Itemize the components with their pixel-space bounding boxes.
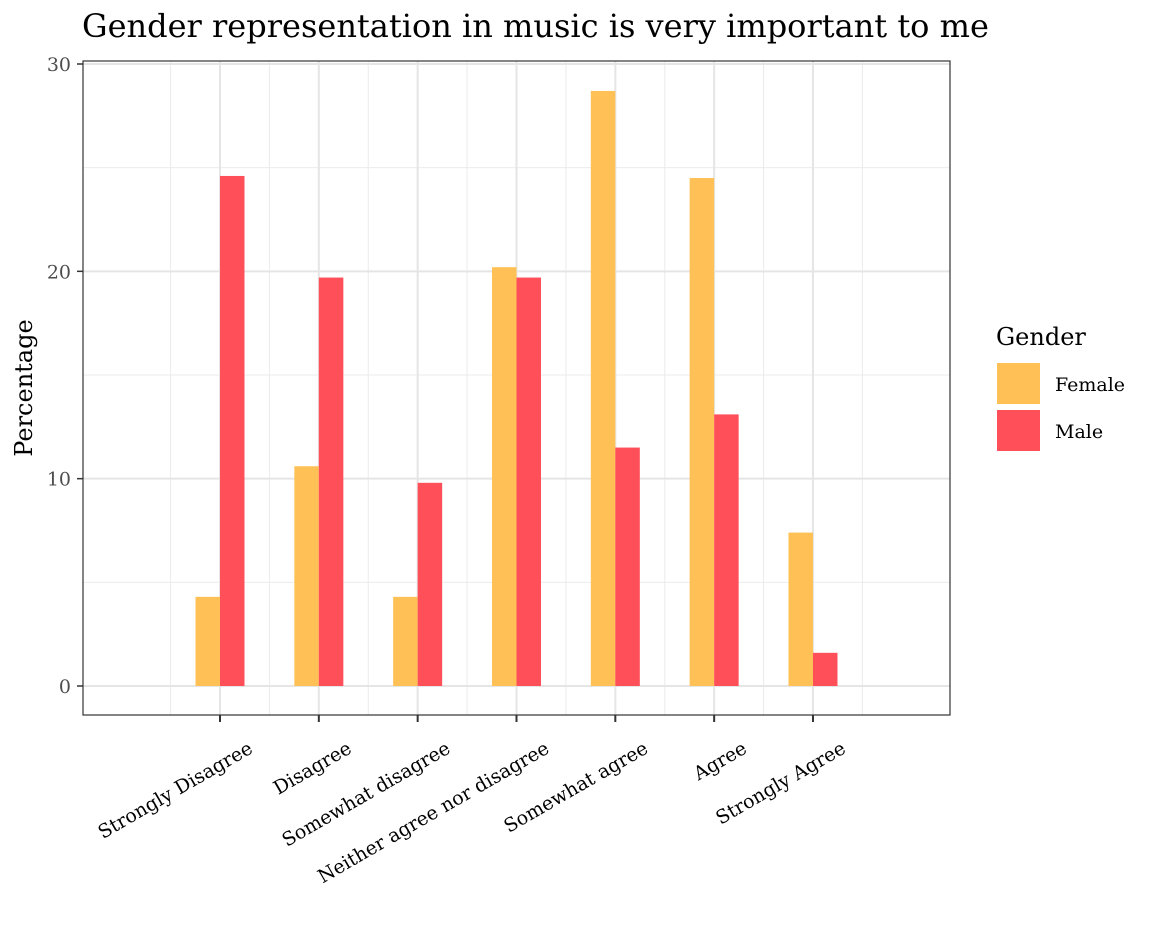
- x-tick-label: Disagree: [270, 737, 356, 799]
- bar-male-somewhat-agree: [615, 447, 640, 686]
- bar-female-agree: [689, 178, 715, 687]
- legend-title: Gender: [996, 323, 1086, 351]
- y-tick-label: 0: [59, 676, 71, 698]
- x-tick-label: Strongly Disagree: [94, 737, 256, 843]
- bar-male-agree: [714, 414, 739, 686]
- bar-male-strongly-agree: [812, 652, 838, 686]
- bar-female-disagree: [294, 466, 319, 686]
- legend: Gender Female Male: [996, 323, 1125, 451]
- y-tick-label: 30: [47, 54, 71, 76]
- bar-female-somewhat-agree: [590, 90, 616, 687]
- legend-key-male: [997, 410, 1040, 451]
- y-tick-label: 20: [47, 261, 71, 283]
- y-tick-label: 10: [47, 469, 71, 491]
- legend-key-female: [997, 363, 1040, 404]
- chart-title: Gender representation in music is very i…: [82, 7, 989, 45]
- bar-female-strongly-disagree: [195, 596, 220, 686]
- x-tick-label: Somewhat disagree: [278, 737, 454, 851]
- bar-male-strongly-disagree: [220, 175, 245, 686]
- bar-female-strongly-agree: [788, 532, 813, 686]
- bar-male-disagree: [318, 277, 344, 686]
- y-axis-label: Percentage: [10, 319, 38, 456]
- bar-male-neither-agree-nor-disagree: [516, 277, 541, 686]
- bars: [195, 90, 838, 687]
- bar-male-somewhat-disagree: [417, 482, 443, 686]
- legend-label-female: Female: [1055, 374, 1125, 396]
- x-tick-label: Agree: [689, 737, 751, 785]
- bar-female-somewhat-disagree: [393, 596, 418, 686]
- bar-female-neither-agree-nor-disagree: [491, 267, 517, 686]
- legend-label-male: Male: [1055, 421, 1103, 443]
